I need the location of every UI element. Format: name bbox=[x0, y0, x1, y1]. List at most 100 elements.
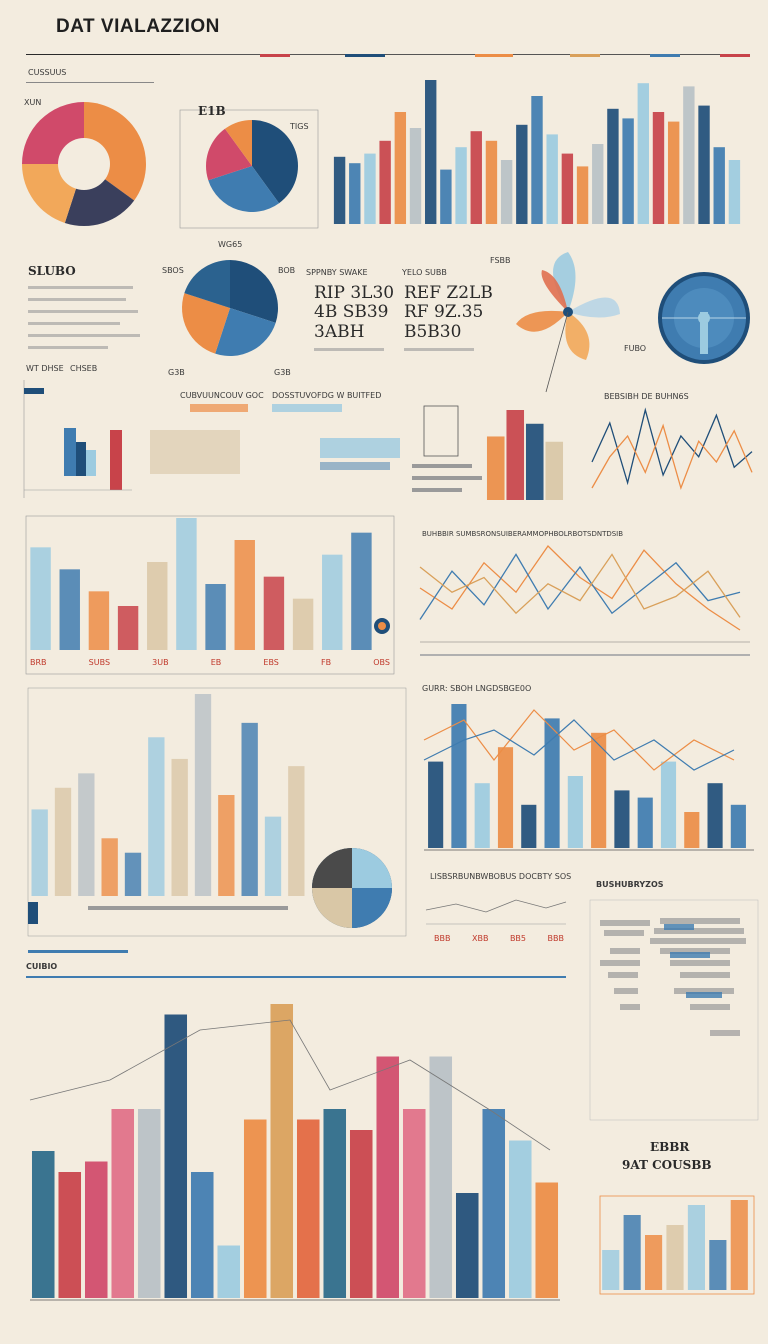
bar bbox=[683, 86, 695, 225]
bar bbox=[263, 576, 285, 650]
donut1-corner-label: XUN bbox=[24, 98, 42, 107]
pie-slice bbox=[208, 166, 280, 212]
line-chart-title: BUHBBIR SUMBSRONSUIBERAMMOPHBOLRBOTSDNTD… bbox=[422, 530, 624, 538]
bar bbox=[351, 532, 372, 650]
bar bbox=[652, 112, 665, 224]
bar bbox=[425, 80, 437, 224]
bar bbox=[164, 1014, 188, 1298]
bar bbox=[194, 694, 212, 896]
small-bars-left bbox=[23, 380, 132, 498]
bar bbox=[111, 1109, 135, 1298]
map-title: BUSHUBRYZOS bbox=[596, 880, 664, 889]
bottom-trend-line bbox=[29, 1019, 560, 1301]
lower-left-pie bbox=[312, 848, 392, 928]
bar bbox=[525, 423, 544, 500]
bar bbox=[54, 787, 72, 896]
pie3-left-label: SBOS bbox=[162, 266, 184, 275]
bar bbox=[292, 598, 314, 650]
header-rule bbox=[180, 54, 750, 55]
bar bbox=[698, 105, 710, 224]
bar bbox=[667, 121, 680, 224]
bar bbox=[243, 1119, 267, 1298]
bar-chart-mid-left bbox=[30, 518, 372, 650]
map-stat-b: 9AT COUSBB bbox=[622, 1158, 712, 1172]
bar bbox=[59, 569, 80, 650]
frame-panel bbox=[412, 405, 482, 492]
bar bbox=[707, 783, 723, 848]
right-panel-title: BEBSIBH DE BUHN6S bbox=[604, 392, 689, 401]
bar bbox=[687, 1205, 705, 1290]
donut-hole bbox=[58, 138, 110, 190]
bar-row-label: EBS bbox=[263, 658, 279, 667]
bar bbox=[497, 747, 514, 848]
bar bbox=[730, 804, 746, 848]
stat-b2: RF 9Z.35 bbox=[404, 302, 484, 322]
bar bbox=[31, 809, 48, 896]
bar bbox=[58, 1172, 82, 1298]
bar bbox=[428, 761, 444, 848]
bar bbox=[455, 1193, 479, 1298]
row-title-b: CHSEB bbox=[70, 364, 98, 373]
bar bbox=[730, 1200, 748, 1290]
combo-small-line bbox=[425, 899, 567, 925]
pie-chart-top-mid bbox=[179, 109, 319, 229]
bar bbox=[592, 144, 604, 224]
pie-slice bbox=[206, 128, 252, 181]
bar bbox=[176, 518, 197, 650]
bar bbox=[190, 1172, 214, 1298]
bar bbox=[591, 732, 607, 848]
small-label-a: G3B bbox=[168, 368, 185, 377]
pie-slice bbox=[224, 120, 252, 166]
bar bbox=[602, 1250, 620, 1290]
bar bbox=[241, 722, 258, 896]
pie-slice bbox=[84, 102, 146, 201]
bar bbox=[482, 1109, 506, 1298]
bottom-right-frame bbox=[599, 1195, 755, 1295]
bar bbox=[500, 160, 513, 224]
lower-left-frame bbox=[27, 687, 407, 953]
bar bbox=[713, 147, 725, 224]
bar-chart-bottom-big bbox=[31, 1004, 559, 1298]
fan-petal bbox=[568, 297, 620, 318]
bar bbox=[623, 1215, 641, 1290]
world-map bbox=[589, 899, 759, 1121]
mid-caption-a: CUBVUUNCOUV GOC bbox=[180, 391, 264, 400]
bar-row-label: BRB bbox=[30, 658, 47, 667]
series-line bbox=[591, 423, 753, 491]
bar bbox=[288, 766, 305, 896]
big-section-rule bbox=[26, 976, 566, 978]
bar bbox=[333, 156, 346, 224]
bar bbox=[137, 1109, 161, 1298]
header-color-ticks bbox=[260, 54, 750, 57]
bar bbox=[521, 804, 537, 848]
combo-tick-label: XBB bbox=[471, 934, 489, 943]
bar bbox=[545, 441, 564, 500]
bar bbox=[666, 1225, 684, 1290]
bar-row-label: SUBS bbox=[88, 658, 111, 667]
bar bbox=[508, 1140, 532, 1298]
gauge-chart bbox=[658, 272, 750, 364]
bar bbox=[486, 436, 505, 500]
combo-tick-label: BBB bbox=[547, 934, 564, 943]
bar bbox=[270, 1004, 294, 1298]
bar bbox=[124, 852, 142, 896]
bar-chart-top-right bbox=[333, 80, 741, 225]
bar bbox=[637, 83, 649, 224]
bar bbox=[544, 718, 560, 848]
bar bbox=[394, 112, 407, 224]
stats-right-header: YELO SUBB bbox=[402, 268, 447, 277]
bar bbox=[561, 153, 574, 224]
bar bbox=[709, 1240, 727, 1290]
pie-slice bbox=[184, 260, 230, 308]
fan-label: FSBB bbox=[490, 256, 511, 265]
bar bbox=[546, 134, 558, 224]
series-line bbox=[419, 544, 741, 631]
bar bbox=[506, 410, 525, 500]
color-strip-panel bbox=[150, 404, 400, 474]
bar-row-label: OBS bbox=[373, 658, 390, 667]
bar bbox=[78, 773, 95, 896]
fan-petal bbox=[541, 270, 568, 312]
bar bbox=[31, 1151, 55, 1298]
stat-a1: RIP 3L30 bbox=[314, 283, 395, 303]
combo-chart-title: GURR: SBOH LNGDSBGE0O bbox=[422, 684, 532, 693]
